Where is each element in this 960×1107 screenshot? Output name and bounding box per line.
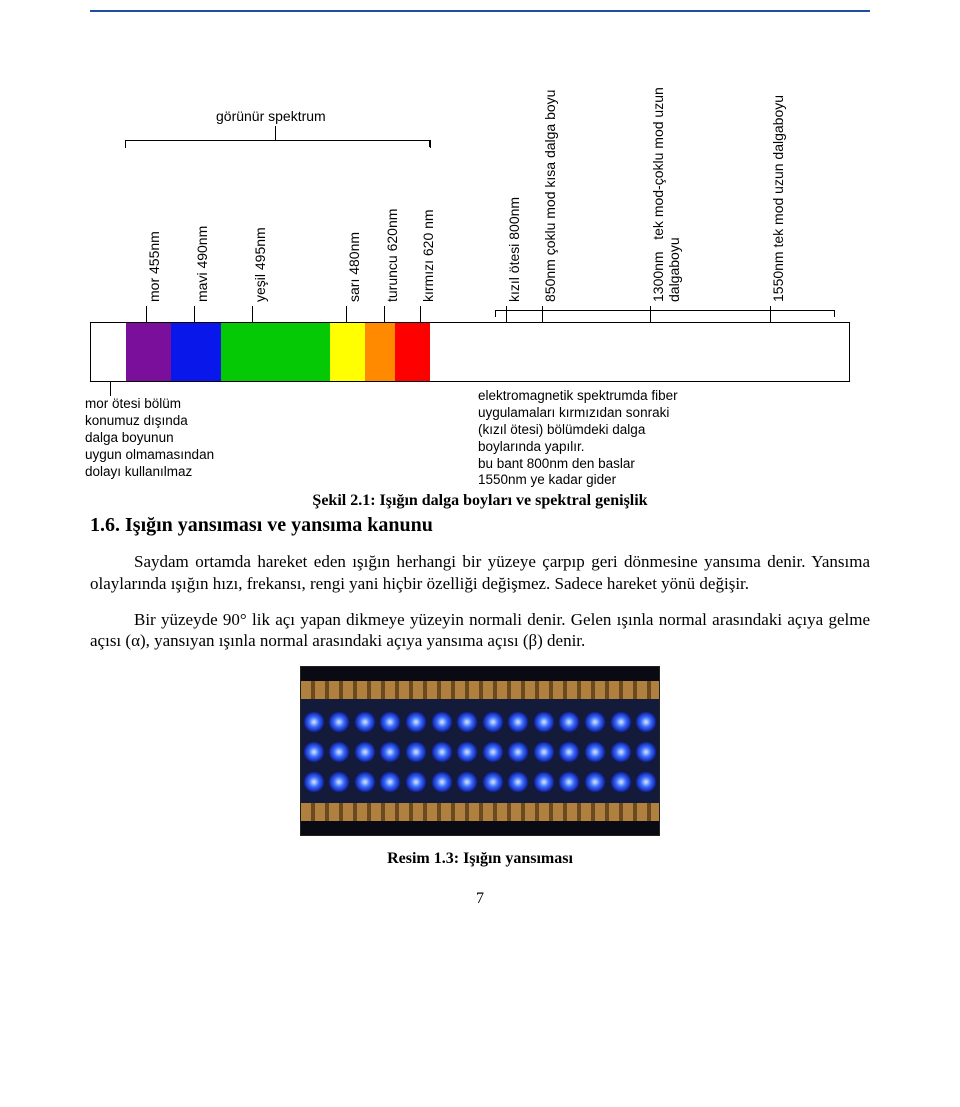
led-glow [432,712,452,732]
wavelength-label: sarı 480nm [346,232,362,302]
ir-wavelength-label: 1550nm tek mod uzun dalgaboyu [770,95,786,302]
ir-empty-segment [430,323,849,381]
wavelength-tick [252,306,253,322]
section-1-6-heading: 1.6. Işığın yansıması ve yansıma kanunu [90,514,870,537]
spectrum-diagram: görünür spektrum mor ötesi bölüm konumuz… [90,22,870,482]
ir-wavelength-tick [542,306,543,322]
bracket-end [125,140,126,148]
wavelength-label: mor 455nm [146,231,162,302]
wavelength-label: turuncu 620nm [384,209,400,302]
led-glow [611,742,631,762]
ir-wavelength-tick [650,306,651,322]
led-glow [406,772,426,792]
led-glow [636,772,656,792]
led-glow [534,772,554,792]
led-glow [304,772,324,792]
led-glow [329,712,349,732]
wavelength-tick [146,306,147,322]
wavelength-tick [420,306,421,322]
spectrum-segment [126,323,171,381]
led-fiber-photo [300,666,660,836]
uv-empty-segment [91,323,126,381]
uv-note-connector [110,382,111,396]
led-glow [457,712,477,732]
led-glow [559,712,579,732]
led-glow [406,742,426,762]
led-glow [508,712,528,732]
led-glow [355,772,375,792]
led-glow [534,742,554,762]
led-glow [457,772,477,792]
led-glow [432,742,452,762]
spectrum-segment [330,323,365,381]
figure-1-3-image [300,666,660,836]
uv-note: mor ötesi bölüm konumuz dışında dalga bo… [85,396,285,480]
photo-glow-row [301,709,659,735]
led-glow [508,772,528,792]
led-glow [432,772,452,792]
ir-wavelength-label: 850nm çoklu mod kısa dalga boyu [542,90,558,302]
led-glow [380,742,400,762]
visible-bracket [125,140,430,146]
ir-wavelength-tick [506,306,507,322]
led-glow [304,742,324,762]
paragraph-1: Saydam ortamda hareket eden ışığın herha… [90,551,870,595]
bracket-end [430,140,431,148]
led-glow [457,742,477,762]
visible-spectrum-label: görünür spektrum [216,108,326,124]
led-glow [380,712,400,732]
led-glow [380,772,400,792]
led-glow [483,772,503,792]
ir-wavelength-label: kızıl ötesi 800nm [506,197,522,302]
spectrum-segment [395,323,430,381]
wavelength-tick [384,306,385,322]
wavelength-tick [346,306,347,322]
photo-rail-top [301,681,659,699]
ir-wavelength-tick [770,306,771,322]
photo-glow-row [301,739,659,765]
spectrum-segment [171,323,221,381]
led-glow [329,772,349,792]
wavelength-label: kırmızı 620 nm [420,209,436,302]
led-glow [483,742,503,762]
wavelength-label: yeşil 495nm [252,227,268,302]
led-glow [636,742,656,762]
figure-2-1-caption: Şekil 2.1: Işığın dalga boyları ve spekt… [90,492,870,510]
led-glow [559,772,579,792]
paragraph-2: Bir yüzeyde 90° lik açı yapan dikmeye yü… [90,609,870,653]
led-glow [585,772,605,792]
led-glow [534,712,554,732]
led-glow [636,712,656,732]
led-glow [611,772,631,792]
led-glow [483,712,503,732]
figure-1-3-caption: Resim 1.3: Işığın yansıması [90,850,870,868]
led-glow [508,742,528,762]
wavelength-tick [194,306,195,322]
led-glow [585,742,605,762]
led-glow [355,712,375,732]
led-glow [355,742,375,762]
ir-note: elektromagnetik spektrumda fiber uygulam… [478,388,778,489]
photo-rail-bottom [301,803,659,821]
page-number: 7 [90,890,870,908]
led-glow [304,712,324,732]
visible-bracket-stem [275,126,276,140]
spectrum-segment [221,323,331,381]
spectrum-bar [90,322,850,382]
ir-wavelength-label: 1300nm tek mod-çoklu mod uzun dalgaboyu [650,87,682,302]
header-rule [90,10,870,12]
led-glow [329,742,349,762]
photo-glow-row [301,769,659,795]
led-glow [585,712,605,732]
spectrum-segment [365,323,395,381]
led-glow [559,742,579,762]
ir-bracket [495,310,835,316]
led-glow [611,712,631,732]
wavelength-label: mavi 490nm [194,226,210,302]
led-glow [406,712,426,732]
